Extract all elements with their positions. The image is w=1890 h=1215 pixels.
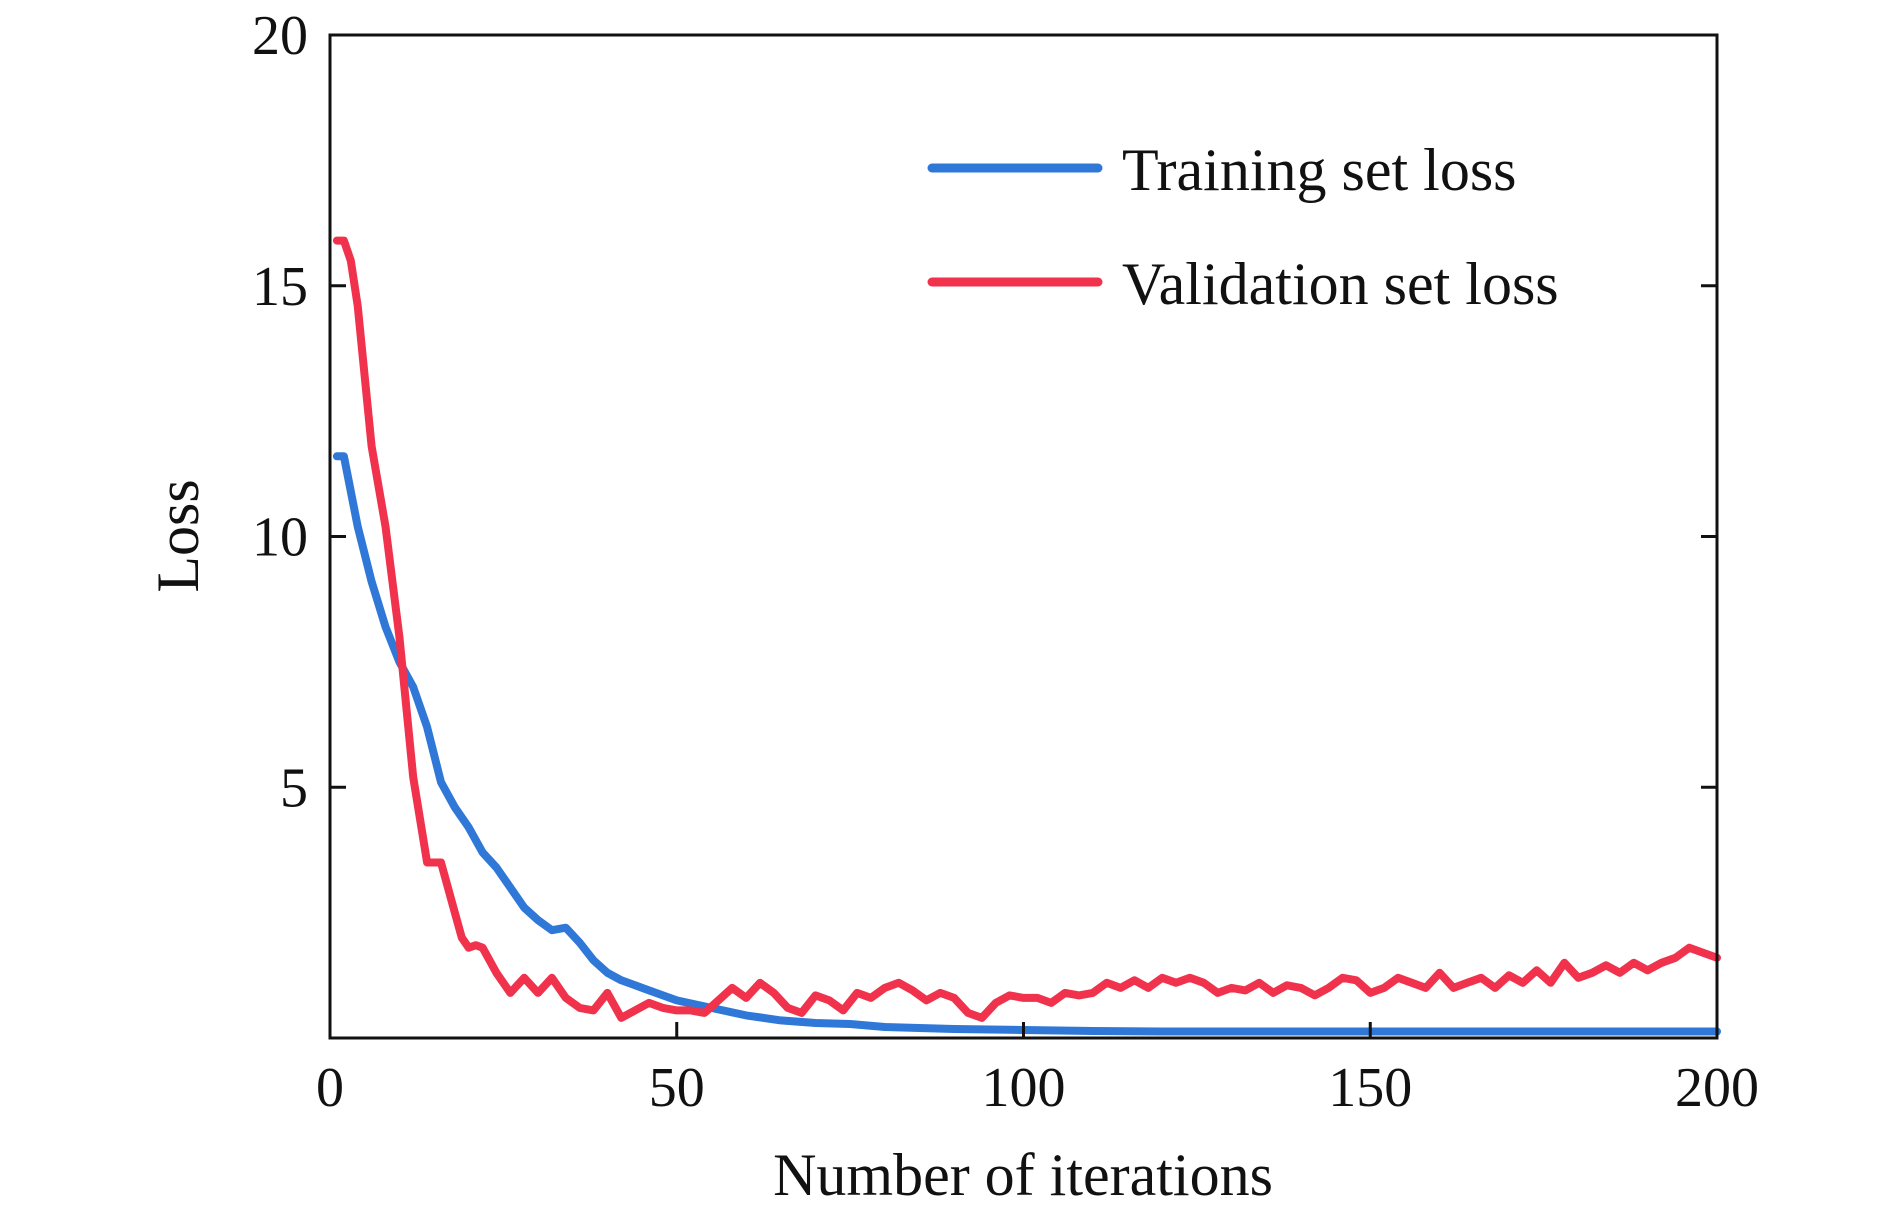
y-tick-label: 15 (252, 256, 308, 318)
x-tick-label: 150 (1328, 1057, 1412, 1119)
legend: Training set loss Validation set loss (927, 137, 1559, 317)
series-layer (332, 236, 1721, 1036)
legend-label-training: Training set loss (1122, 137, 1517, 203)
x-tick-label: 100 (982, 1057, 1066, 1119)
series-line-validation (332, 236, 1721, 1022)
y-tick-label: 5 (280, 757, 308, 819)
x-tick-label: 200 (1675, 1057, 1759, 1119)
y-axis-label: Loss (145, 479, 211, 592)
x-tick-label: 0 (316, 1057, 344, 1119)
x-axis-label: Number of iterations (773, 1142, 1273, 1208)
y-tick-label: 10 (252, 507, 308, 569)
y-tick-label: 20 (252, 5, 308, 67)
tick-labels-layer: 0 50 100 150 200 5 10 15 20 (252, 5, 1759, 1119)
x-tick-label: 50 (649, 1057, 705, 1119)
ticks-layer (328, 33, 1719, 1038)
legend-label-validation: Validation set loss (1122, 251, 1559, 317)
series-line-training (332, 452, 1721, 1036)
